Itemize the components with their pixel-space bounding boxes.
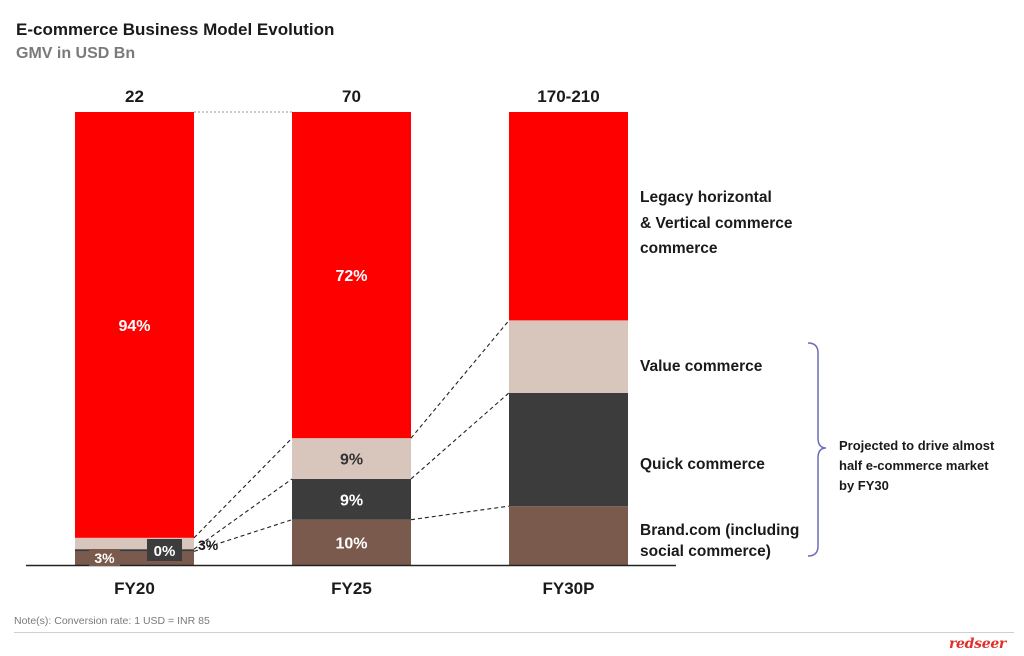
total-label-fy20: 22: [125, 87, 144, 106]
legend-label-quick-line1: Quick commerce: [640, 456, 765, 473]
data-label-fy20-brand: 3%: [94, 550, 115, 566]
footer-divider: [14, 632, 1014, 633]
legend-label-legacy-line2: & Vertical commerce: [640, 215, 793, 232]
stacked-bar-chart: 22 FY20 70 FY25 170-210 FY30P 94% 72% 10% 9% 9% 3% 0…: [26, 87, 995, 598]
bracket-value-quick-brand: [807, 342, 827, 557]
data-label-fy20-quick: 0%: [154, 543, 176, 560]
data-label-fy25-brand: 10%: [335, 535, 367, 552]
redseer-logo: redseer: [948, 636, 1006, 652]
chart-title: E-commerce Business Model Evolution: [16, 20, 335, 39]
connector-brand-fy25: [410, 505, 510, 521]
bar-fy20-legacy: [75, 112, 194, 538]
bar-fy25-brand: [292, 519, 411, 565]
bracket-annotation-line2: half e-commerce market: [839, 458, 989, 473]
bar-fy30p-value: [509, 320, 628, 393]
bar-fy30p-legacy: [509, 112, 628, 321]
bar-fy20-quick: [75, 549, 194, 552]
label-box-fy20-quick: [147, 539, 182, 561]
bar-fy30p-brand: [509, 506, 628, 565]
legend-label-brand-line1: Brand.com (including: [640, 522, 799, 539]
legend-label-brand-line2: social commerce): [640, 543, 771, 560]
bar-fy30p-quick: [509, 392, 628, 507]
total-label-fy25: 70: [342, 87, 361, 106]
connector-quick-fy25: [410, 392, 510, 480]
connector-value-fy20: [193, 437, 293, 539]
category-label-fy20: FY20: [114, 579, 155, 598]
data-label-fy25-value: 9%: [340, 452, 363, 469]
category-label-fy25: FY25: [331, 579, 372, 598]
footnote: Note(s): Conversion rate: 1 USD = INR 85: [14, 615, 210, 627]
connector-quick-fy20: [193, 478, 293, 550]
legend-label-legacy-line3: commerce: [640, 240, 718, 257]
chart-subtitle: GMV in USD Bn: [16, 45, 136, 62]
data-label-fy20-legacy: 94%: [118, 318, 150, 335]
bracket-annotation-line3: by FY30: [839, 478, 889, 493]
data-label-fy25-legacy: 72%: [335, 268, 367, 285]
total-label-fy30p: 170-210: [537, 87, 599, 106]
label-box-fy20-brand: [89, 549, 120, 566]
category-label-fy30p: FY30P: [543, 579, 595, 598]
connector-brand-fy20: [193, 519, 293, 552]
bar-fy25-legacy: [292, 112, 411, 439]
bracket-annotation-line1: Projected to drive almost: [839, 438, 995, 453]
bar-fy25-value: [292, 438, 411, 479]
data-label-fy20-value: 3%: [198, 537, 219, 553]
bar-fy25-quick: [292, 478, 411, 520]
legend-label-value-line1: Value commerce: [640, 358, 763, 375]
legend-label-legacy-line1: Legacy horizontal: [640, 189, 772, 206]
bar-fy20-value: [75, 537, 194, 550]
connector-value-fy25: [410, 320, 510, 439]
data-label-fy25-quick: 9%: [340, 492, 363, 509]
